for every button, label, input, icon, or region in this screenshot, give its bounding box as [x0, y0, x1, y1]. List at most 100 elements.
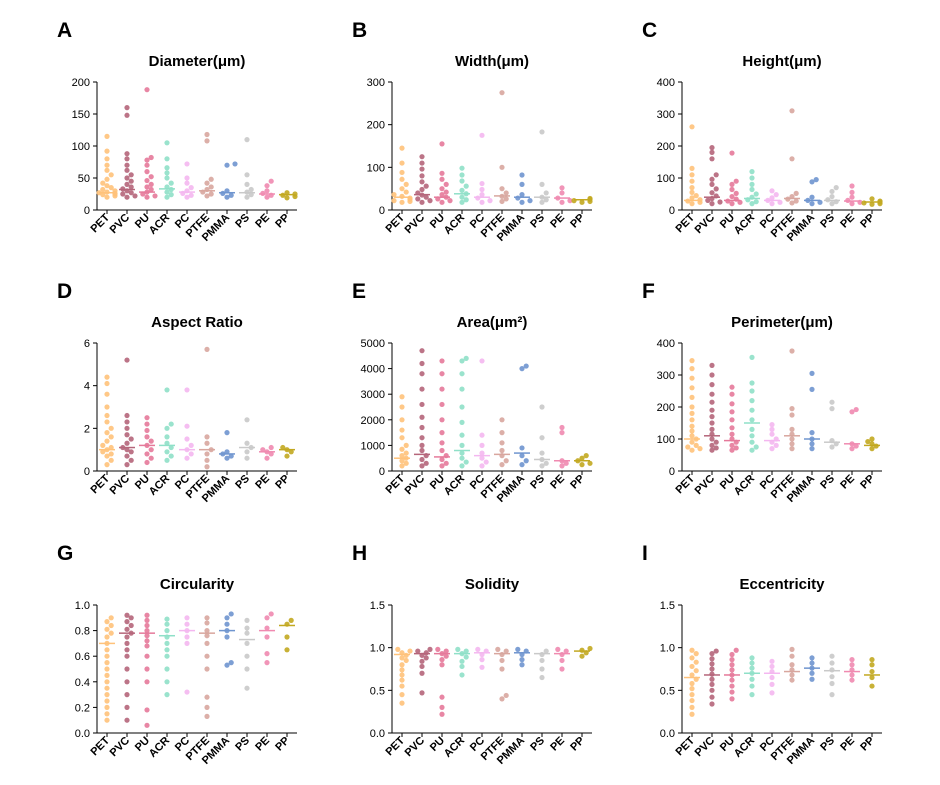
data-point	[188, 192, 194, 198]
data-point	[495, 646, 501, 652]
data-point	[861, 200, 867, 206]
data-point	[705, 197, 711, 203]
data-point	[184, 634, 190, 640]
data-point	[104, 167, 110, 173]
data-point	[284, 647, 290, 653]
data-point	[447, 198, 453, 204]
data-point	[148, 447, 154, 453]
data-point	[459, 663, 465, 670]
data-point	[439, 440, 445, 446]
data-point	[439, 456, 445, 463]
data-point	[543, 648, 549, 654]
data-point	[789, 200, 795, 206]
y-tick-label: 0.0	[370, 728, 385, 740]
data-point	[144, 622, 150, 629]
data-point	[829, 680, 835, 687]
data-point	[128, 190, 134, 196]
data-point	[689, 201, 695, 207]
data-point	[128, 436, 134, 442]
data-point	[144, 162, 150, 168]
data-point	[104, 183, 110, 189]
data-point	[749, 407, 755, 413]
data-point	[104, 156, 110, 162]
data-point	[689, 433, 695, 439]
data-point	[729, 181, 735, 187]
data-point	[104, 647, 110, 653]
x-tick-label: PE	[253, 473, 272, 492]
data-point	[399, 662, 405, 668]
data-point	[689, 124, 695, 130]
data-point	[204, 434, 210, 440]
data-point	[579, 199, 585, 205]
data-point	[228, 611, 234, 617]
data-point	[869, 201, 875, 207]
x-tick-label: PS	[528, 735, 547, 754]
data-point	[124, 462, 130, 468]
panel-title: Solidity	[465, 576, 520, 593]
data-point	[228, 192, 234, 198]
data-point	[499, 186, 505, 192]
data-point	[423, 460, 429, 466]
data-point	[124, 453, 130, 459]
data-point	[439, 430, 445, 436]
data-point	[849, 201, 855, 207]
data-point	[587, 460, 593, 466]
data-point	[124, 105, 130, 111]
data-point	[689, 410, 695, 416]
x-tick-label: PET	[88, 472, 112, 496]
data-point	[132, 193, 138, 199]
data-point	[733, 190, 739, 196]
x-tick-label: PS	[233, 473, 252, 492]
x-tick-label: PVC	[108, 473, 133, 498]
data-point	[391, 198, 397, 204]
data-point	[244, 137, 250, 143]
x-tick-label: ACR	[442, 735, 467, 760]
data-point	[144, 451, 150, 457]
data-point	[419, 456, 425, 463]
data-point	[749, 388, 755, 394]
data-point	[459, 672, 465, 678]
data-point	[769, 663, 775, 670]
x-tick-label: PP	[273, 735, 292, 754]
data-point	[104, 133, 110, 139]
data-point	[789, 108, 795, 114]
y-tick-label: 150	[72, 109, 90, 121]
data-point	[729, 447, 735, 453]
data-point	[104, 679, 110, 685]
data-point	[204, 633, 210, 639]
data-point	[268, 444, 274, 451]
data-point	[829, 406, 835, 412]
data-point	[717, 199, 723, 205]
data-point	[224, 162, 230, 168]
data-point	[164, 449, 170, 455]
data-point	[128, 172, 134, 178]
x-tick-label: PET	[673, 472, 697, 496]
data-point	[244, 449, 250, 455]
data-point	[419, 173, 425, 179]
data-point	[829, 188, 835, 195]
data-point	[208, 176, 214, 182]
data-point	[100, 449, 106, 455]
data-point	[399, 463, 405, 469]
data-point	[104, 453, 110, 459]
data-point	[729, 150, 735, 156]
x-tick-label: ACR	[732, 735, 757, 760]
x-tick-label: ACR	[147, 735, 172, 760]
data-point	[244, 194, 250, 200]
data-point	[769, 188, 775, 194]
data-point	[232, 161, 238, 167]
y-tick-label: 1.5	[660, 600, 675, 612]
data-point	[124, 640, 130, 647]
x-tick-label: PE	[838, 212, 857, 231]
data-point	[749, 676, 755, 682]
data-point	[104, 374, 110, 380]
data-point	[148, 438, 154, 444]
x-tick-label: PS	[818, 473, 837, 492]
x-tick-label: PP	[568, 735, 587, 754]
data-point	[284, 195, 290, 201]
data-point	[455, 646, 461, 652]
data-point	[583, 453, 589, 459]
data-point	[144, 707, 150, 713]
data-point	[539, 129, 545, 135]
data-point	[543, 460, 549, 466]
